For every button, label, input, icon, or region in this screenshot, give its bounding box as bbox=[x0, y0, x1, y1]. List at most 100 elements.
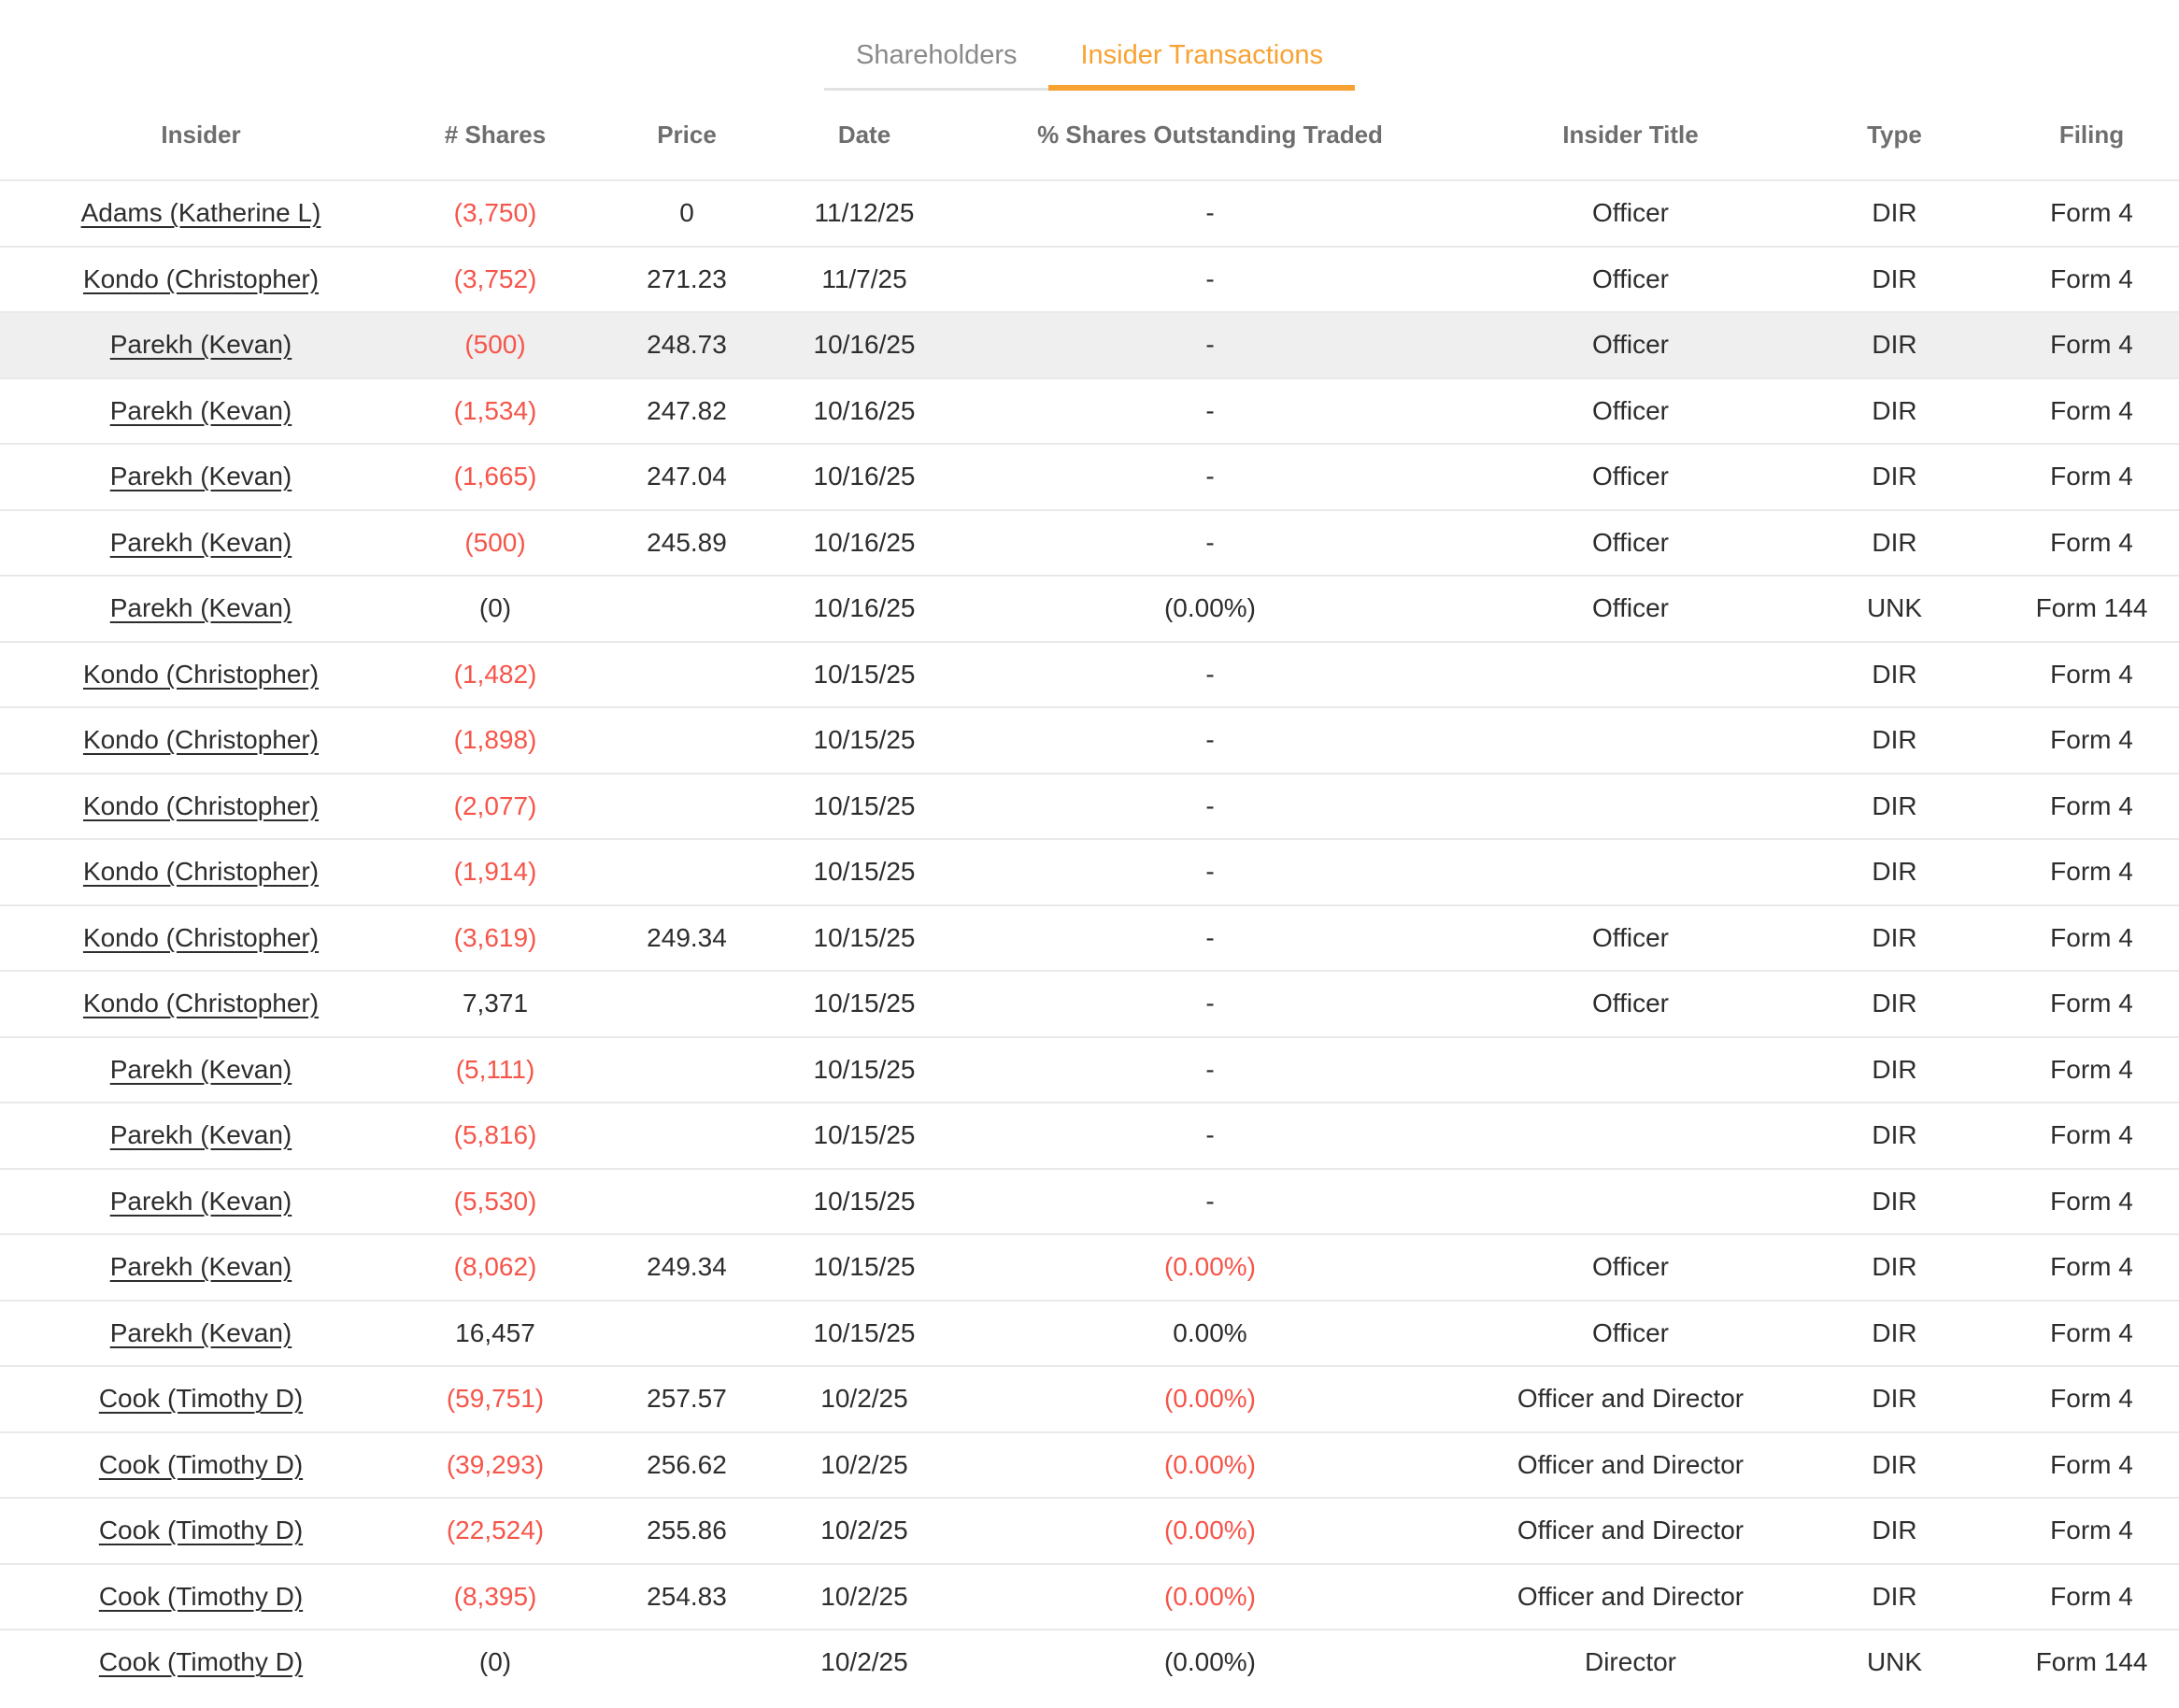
insider-link[interactable]: Kondo (Christopher) bbox=[82, 725, 320, 755]
insider-link[interactable]: Parekh (Kevan) bbox=[109, 1317, 292, 1347]
insider-title-cell: Officer and Director bbox=[1476, 1497, 1785, 1564]
table-row: Cook (Timothy D) (8,395) 254.83 10/2/25 (0.0… bbox=[0, 1562, 2179, 1630]
pct-shares-outstanding-traded-cell: - bbox=[944, 1102, 1476, 1169]
shares-cell: (0) bbox=[402, 575, 589, 642]
type-cell: DIR bbox=[1785, 772, 2004, 839]
insider-link[interactable]: Cook (Timothy D) bbox=[98, 1516, 304, 1545]
table-row: Cook (Timothy D) (39,293) 256.62 10/2/25 (0.… bbox=[0, 1430, 2179, 1498]
date-cell: 10/15/25 bbox=[785, 640, 944, 707]
filing-cell: Form 4 bbox=[2004, 970, 2179, 1037]
filing-cell: Form 4 bbox=[2004, 245, 2179, 312]
filing-cell: Form 4 bbox=[2004, 1430, 2179, 1498]
table-row: Cook (Timothy D) (22,524) 255.86 10/2/25 (0.… bbox=[0, 1497, 2179, 1564]
tab-shareholders[interactable]: Shareholders bbox=[823, 21, 1049, 91]
pct-shares-outstanding-traded-cell: - bbox=[944, 311, 1476, 378]
insider-link[interactable]: Parekh (Kevan) bbox=[109, 527, 292, 557]
filing-cell: Form 4 bbox=[2004, 377, 2179, 444]
pct-shares-outstanding-traded-cell: - bbox=[944, 970, 1476, 1037]
insider-title-cell: Officer bbox=[1476, 1299, 1785, 1366]
pct-shares-outstanding-traded-cell: - bbox=[944, 904, 1476, 971]
tab-bar: Shareholders Insider Transactions bbox=[0, 21, 2179, 91]
pct-shares-outstanding-traded-cell: - bbox=[944, 838, 1476, 905]
insider-link[interactable]: Parekh (Kevan) bbox=[109, 395, 292, 425]
insider-link[interactable]: Kondo (Christopher) bbox=[82, 989, 320, 1018]
price-cell bbox=[589, 1299, 785, 1366]
shares-cell: (5,816) bbox=[402, 1102, 589, 1169]
date-cell: 10/15/25 bbox=[785, 1035, 944, 1103]
table-row: Kondo (Christopher) 7,371 10/15/25- Officer… bbox=[0, 970, 2179, 1037]
pct-shares-outstanding-traded-cell: (0.00%) bbox=[944, 1233, 1476, 1301]
shares-cell: (8,062) bbox=[402, 1233, 589, 1301]
shares-cell: 7,371 bbox=[402, 970, 589, 1037]
insider-link[interactable]: Kondo (Christopher) bbox=[82, 659, 320, 689]
tab-insider-transactions[interactable]: Insider Transactions bbox=[1048, 21, 1355, 91]
insider-link[interactable]: Cook (Timothy D) bbox=[98, 1581, 304, 1611]
shares-cell: 16,457 bbox=[402, 1299, 589, 1366]
filing-cell: Form 4 bbox=[2004, 1365, 2179, 1432]
insider-link[interactable]: Adams (Katherine L) bbox=[80, 198, 321, 228]
insider-link[interactable]: Parekh (Kevan) bbox=[109, 1186, 292, 1216]
shares-cell: (1,898) bbox=[402, 706, 589, 774]
price-cell: 247.82 bbox=[589, 377, 785, 444]
pct-shares-outstanding-traded-cell: - bbox=[944, 706, 1476, 774]
price-cell: 256.62 bbox=[589, 1430, 785, 1498]
filing-cell: Form 4 bbox=[2004, 706, 2179, 774]
price-cell bbox=[589, 640, 785, 707]
insider-link[interactable]: Parekh (Kevan) bbox=[109, 1252, 292, 1282]
insider-transactions-table: Insider # Shares Price Date % Shares Out… bbox=[0, 91, 2179, 1695]
price-cell bbox=[589, 1035, 785, 1103]
price-cell: 249.34 bbox=[589, 1233, 785, 1301]
shares-cell: (500) bbox=[402, 311, 589, 378]
filing-cell: Form 4 bbox=[2004, 179, 2179, 247]
pct-shares-outstanding-traded-cell: - bbox=[944, 377, 1476, 444]
insider-link[interactable]: Parekh (Kevan) bbox=[109, 330, 292, 360]
date-cell: 10/2/25 bbox=[785, 1365, 944, 1432]
filing-cell: Form 4 bbox=[2004, 838, 2179, 905]
type-cell: DIR bbox=[1785, 377, 2004, 444]
insider-title-cell: Officer bbox=[1476, 508, 1785, 576]
type-cell: DIR bbox=[1785, 311, 2004, 378]
filing-cell: Form 4 bbox=[2004, 1167, 2179, 1234]
insider-link[interactable]: Kondo (Christopher) bbox=[82, 922, 320, 952]
insider-title-cell: Officer bbox=[1476, 970, 1785, 1037]
shares-cell: (3,619) bbox=[402, 904, 589, 971]
filing-cell: Form 4 bbox=[2004, 1035, 2179, 1103]
insider-link[interactable]: Kondo (Christopher) bbox=[82, 857, 320, 887]
price-cell bbox=[589, 575, 785, 642]
insider-cell: Cook (Timothy D) bbox=[0, 1629, 402, 1695]
insider-cell: Kondo (Christopher) bbox=[0, 772, 402, 839]
insider-cell: Parekh (Kevan) bbox=[0, 1167, 402, 1234]
table-row: Parekh (Kevan) (5,816) 10/15/25- DIR Form 4 bbox=[0, 1102, 2179, 1169]
insider-link[interactable]: Parekh (Kevan) bbox=[109, 593, 292, 623]
insider-title-cell: Officer bbox=[1476, 1233, 1785, 1301]
price-cell bbox=[589, 1102, 785, 1169]
insider-title-cell: Officer and Director bbox=[1476, 1562, 1785, 1630]
shares-cell: (3,752) bbox=[402, 245, 589, 312]
insider-link[interactable]: Cook (Timothy D) bbox=[98, 1449, 304, 1479]
insider-link[interactable]: Kondo (Christopher) bbox=[82, 790, 320, 820]
insider-link[interactable]: Parekh (Kevan) bbox=[109, 1054, 292, 1084]
price-cell: 271.23 bbox=[589, 245, 785, 312]
insider-title-cell: Officer and Director bbox=[1476, 1430, 1785, 1498]
table-row: Parekh (Kevan) (5,530) 10/15/25- DIR Form 4 bbox=[0, 1167, 2179, 1234]
insider-title-cell: Director bbox=[1476, 1629, 1785, 1695]
pct-shares-outstanding-traded-cell: 0.00% bbox=[944, 1299, 1476, 1366]
type-cell: DIR bbox=[1785, 838, 2004, 905]
table-row: Parekh (Kevan) (500) 248.73 10/16/25- Office… bbox=[0, 311, 2179, 378]
pct-shares-outstanding-traded-cell: - bbox=[944, 179, 1476, 247]
insider-cell: Cook (Timothy D) bbox=[0, 1365, 402, 1432]
type-cell: DIR bbox=[1785, 706, 2004, 774]
insider-link[interactable]: Parekh (Kevan) bbox=[109, 1120, 292, 1150]
insider-title-cell bbox=[1476, 706, 1785, 774]
insider-link[interactable]: Kondo (Christopher) bbox=[82, 263, 320, 293]
shares-cell: (0) bbox=[402, 1629, 589, 1695]
shares-cell: (1,482) bbox=[402, 640, 589, 707]
type-cell: DIR bbox=[1785, 179, 2004, 247]
type-cell: DIR bbox=[1785, 1035, 2004, 1103]
date-cell: 10/15/25 bbox=[785, 1299, 944, 1366]
insider-link[interactable]: Cook (Timothy D) bbox=[98, 1647, 304, 1677]
insider-link[interactable]: Cook (Timothy D) bbox=[98, 1384, 304, 1414]
col-header-type: Type bbox=[1867, 121, 1922, 149]
insider-cell: Parekh (Kevan) bbox=[0, 575, 402, 642]
insider-link[interactable]: Parekh (Kevan) bbox=[109, 462, 292, 491]
